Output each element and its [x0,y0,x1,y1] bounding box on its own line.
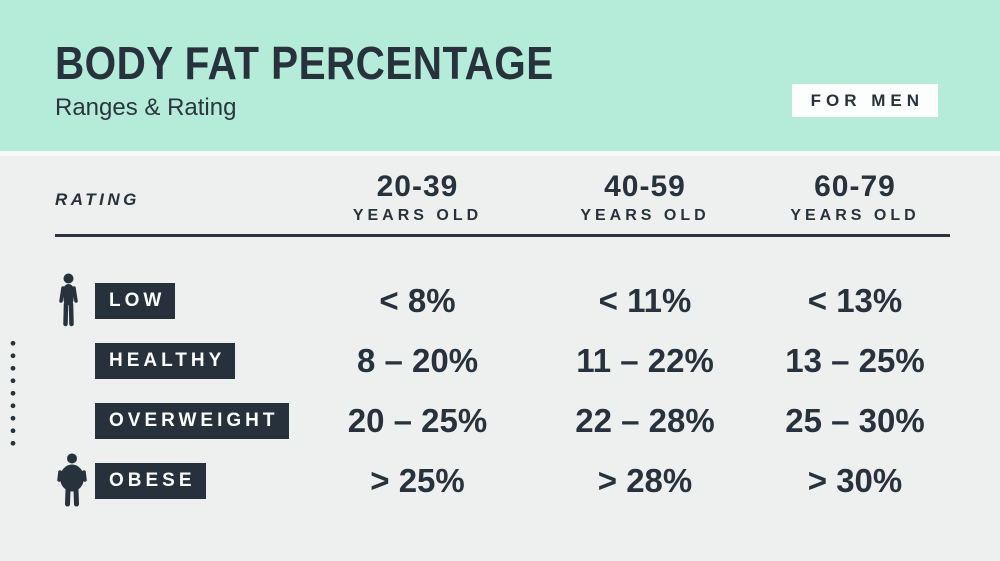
value-overweight-20-39: 20 – 25% [347,402,488,439]
rating-label-cell: OVERWEIGHT [55,391,305,451]
value-low-20-39: < 8% [379,282,456,319]
age-suffix: YEARS OLD [352,207,483,224]
value-obese-60-79: > 30% [807,462,903,499]
value-low-40-59: < 11% [598,282,692,319]
rating-badge-obese: OBESE [95,463,206,499]
table-row-overweight: OVERWEIGHT 20 – 25% 22 – 28% 25 – 30% [55,391,950,451]
value-healthy-20-39: 8 – 20% [356,342,479,379]
hero-header: BODY FAT PERCENTAGE Ranges & Rating FOR … [0,0,1000,156]
rating-column-header: RATING [55,190,140,209]
age-column-header-20-39: 20-39 YEARS OLD [305,170,530,234]
age-range: 60-79 [814,170,896,203]
rating-label-cell: HEALTHY [55,331,305,391]
page-subtitle: Ranges & Rating [55,94,237,121]
age-suffix: YEARS OLD [790,207,920,224]
age-range: 40-59 [604,170,686,203]
value-low-60-79: < 13% [807,282,903,319]
rating-badge-low: LOW [95,283,176,319]
obese-person-icon [55,453,95,509]
audience-badge: FOR MEN [791,84,938,117]
table-header-row: RATING 20-39 YEARS OLD 40-59 YEARS OLD 6… [55,156,950,237]
table-row-healthy: HEALTHY 8 – 20% 11 – 22% 13 – 25% [55,331,950,391]
table-row-obese: OBESE > 25% > 28% > 30% [55,451,950,511]
age-range: 20-39 [376,170,459,203]
rating-badge-overweight: OVERWEIGHT [95,403,289,439]
table-row-low: LOW < 8% < 11% < 13% [55,271,950,331]
table-body: LOW < 8% < 11% < 13% HEALTHY 8 – 20% 11 … [0,237,1000,511]
value-obese-40-59: > 28% [597,462,693,499]
slim-person-icon [55,273,95,329]
dotted-line [10,337,16,449]
rating-label-cell: LOW [55,271,305,331]
value-healthy-60-79: 13 – 25% [785,342,925,379]
rating-label-cell: OBESE [55,451,305,511]
value-overweight-40-59: 22 – 28% [575,402,715,439]
rating-badge-healthy: HEALTHY [95,343,236,379]
value-healthy-40-59: 11 – 22% [576,342,714,379]
page-title: BODY FAT PERCENTAGE [55,37,554,89]
value-overweight-60-79: 25 – 30% [785,402,925,439]
age-column-header-40-59: 40-59 YEARS OLD [530,170,760,234]
value-obese-20-39: > 25% [370,462,465,499]
age-column-header-60-79: 60-79 YEARS OLD [760,170,950,234]
age-suffix: YEARS OLD [580,207,710,224]
